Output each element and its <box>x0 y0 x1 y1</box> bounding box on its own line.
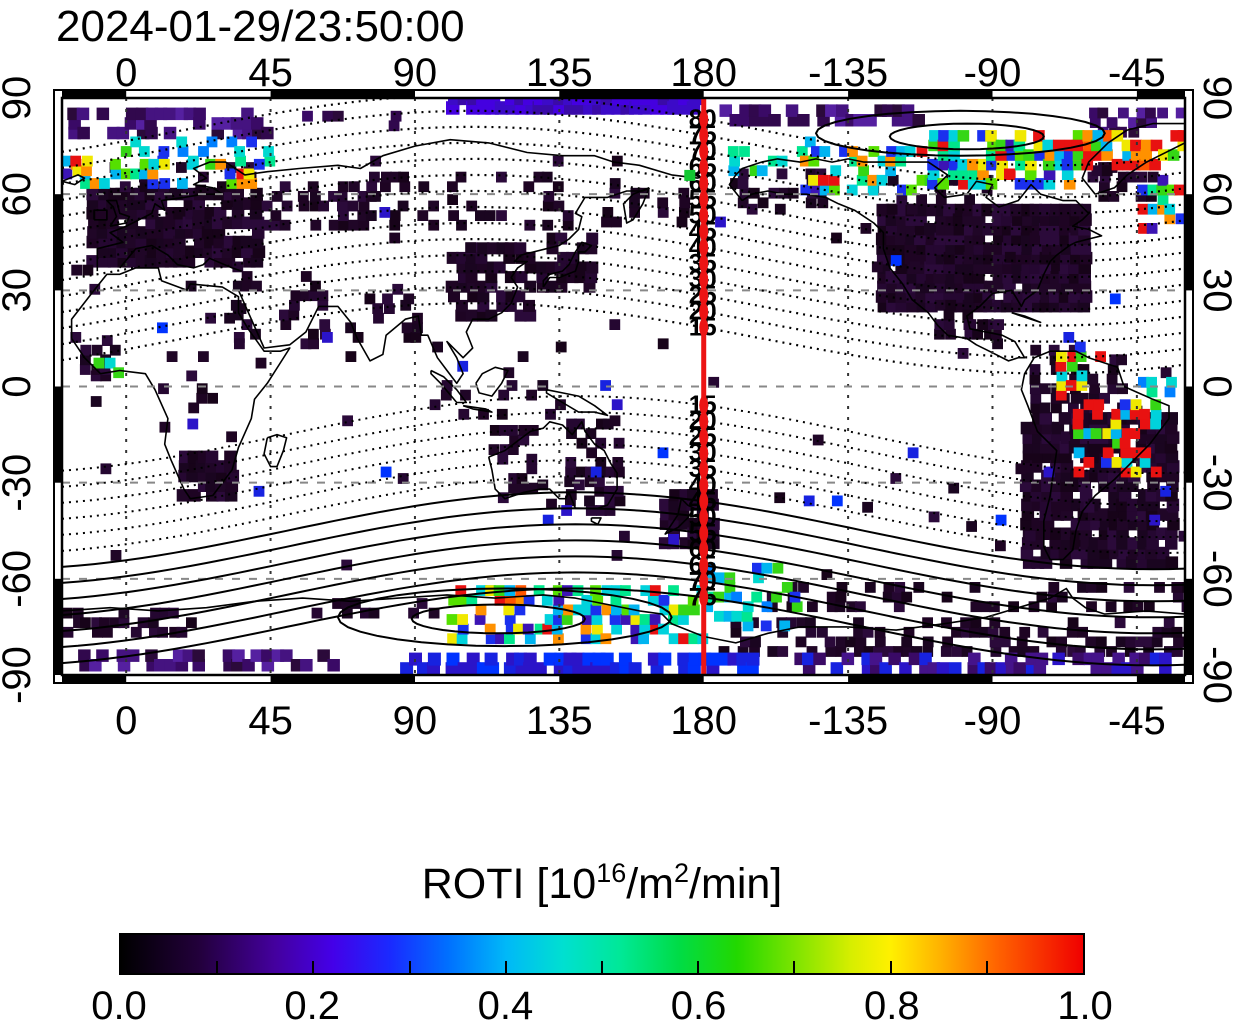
colorbar-tick-label: 0.6 <box>670 984 727 1028</box>
colorbar-tick-label: 0.8 <box>863 984 920 1028</box>
lon-tick-label-top: -90 <box>964 51 1022 95</box>
maglat-contours <box>62 98 1185 667</box>
lat-tick-label-left: 0 <box>0 375 39 397</box>
lon-tick-label-bottom: 0 <box>115 699 137 743</box>
lon-tick-label-bottom: 135 <box>526 699 593 743</box>
lat-tick-label-right: 30 <box>1195 268 1239 313</box>
colorbar-minor-tick <box>601 961 603 973</box>
lon-tick-label-bottom: -90 <box>964 699 1022 743</box>
lat-tick-label-right: 0 <box>1195 375 1239 397</box>
colorbar-minor-tick <box>216 961 219 973</box>
colorbar-minor-tick <box>697 961 700 973</box>
lat-tick-label-left: -90 <box>0 646 39 704</box>
lon-tick-label-top: -135 <box>808 51 888 95</box>
lat-tick-label-right: -90 <box>1195 646 1239 704</box>
lon-tick-label-top: 90 <box>393 51 438 95</box>
lat-tick-label-left: -30 <box>0 454 39 512</box>
colorbar-title-mid: /m <box>626 860 675 908</box>
colorbar-title-suffix: /min] <box>689 860 783 908</box>
lat-tick-label-right: 90 <box>1195 76 1239 121</box>
lat-tick-label-left: 30 <box>0 268 39 313</box>
lat-tick-label-left: -60 <box>0 550 39 608</box>
coastlines <box>62 122 1185 644</box>
colorbar-minor-tick <box>408 961 411 973</box>
roti-data-patches <box>62 98 1185 675</box>
colorbar-minor-tick <box>889 961 892 973</box>
lon-tick-label-top: 180 <box>670 51 737 95</box>
timestamp-title: 2024-01-29/23:50:00 <box>56 2 465 51</box>
lon-tick-label-top: 45 <box>248 51 293 95</box>
lon-tick-label-bottom: -45 <box>1108 699 1166 743</box>
colorbar-labels: 0.0 0.2 0.4 0.6 0.8 1.0 <box>91 984 1113 1028</box>
lon-tick-label-bottom: 45 <box>248 699 293 743</box>
lon-tick-label-bottom: 180 <box>670 699 737 743</box>
lon-tick-label-top: -45 <box>1108 51 1166 95</box>
colorbar-title: ROTI [1016/m2/min] <box>119 858 1085 909</box>
colorbar-minor-tick <box>985 961 988 973</box>
lon-tick-label-bottom: 90 <box>393 699 438 743</box>
lat-tick-label-right: -60 <box>1195 550 1239 608</box>
colorbar-title-sup1: 16 <box>596 858 627 888</box>
colorbar-title-sup2: 2 <box>674 858 690 888</box>
lat-tick-label-left: 90 <box>0 76 39 121</box>
colorbar-minor-tick <box>312 961 315 973</box>
axis-labels: 0045459090135135180180-135-135-90-90-45-… <box>0 51 1239 743</box>
colorbar-tick-label: 0.2 <box>284 984 340 1028</box>
lat-tick-label-right: 60 <box>1195 172 1239 217</box>
world-map-plot: 1520253035404550556065707580152025303540… <box>0 51 1239 743</box>
colorbar-minor-tick <box>504 961 507 973</box>
lon-tick-label-top: 0 <box>115 51 137 95</box>
colorbar-gradient <box>119 933 1085 975</box>
lat-tick-label-left: 60 <box>0 172 39 217</box>
map-frame <box>53 89 1194 684</box>
lon-tick-label-bottom: -135 <box>808 699 888 743</box>
colorbar-tick-label: 0.4 <box>477 984 534 1028</box>
lon-tick-label-top: 135 <box>526 51 593 95</box>
red-meridian-dots <box>699 110 709 607</box>
colorbar-title-prefix: ROTI [10 <box>421 860 597 908</box>
green-marker <box>684 169 696 181</box>
colorbar-minor-tick <box>793 961 796 973</box>
colorbar-tick-label: 0.0 <box>91 984 147 1028</box>
colorbar-tick-label: 1.0 <box>1057 984 1113 1028</box>
lat-tick-label-right: -30 <box>1195 454 1239 512</box>
